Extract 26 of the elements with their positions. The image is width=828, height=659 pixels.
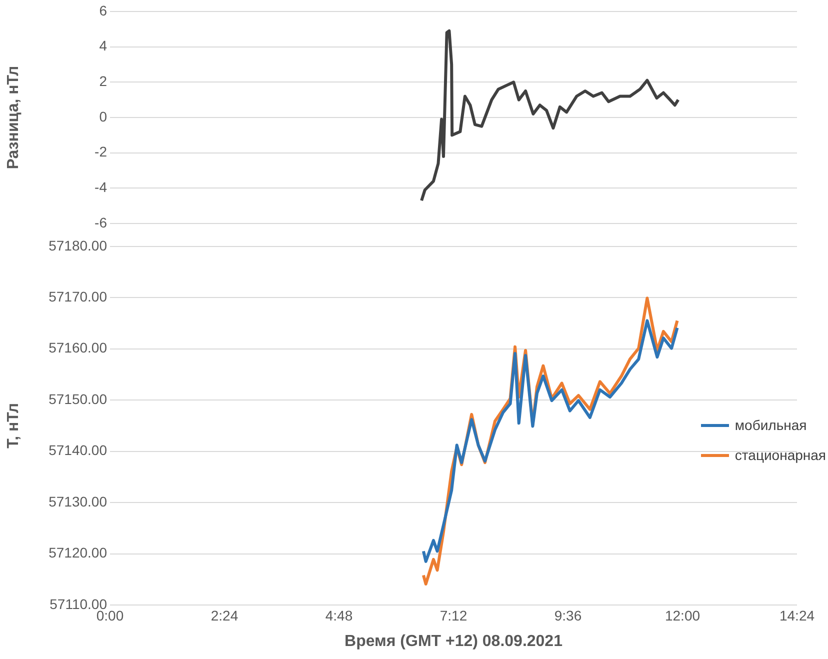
y-axis-title: Разница, нТл	[5, 66, 22, 170]
y-tick-label: 57120.00	[48, 544, 108, 561]
y-tick-label: 57140.00	[48, 442, 108, 458]
x-tick-label: 14:24	[779, 607, 815, 624]
x-tick-label: 9:36	[554, 607, 582, 624]
x-tick-label: 7:12	[440, 607, 468, 624]
y-tick-label: -2	[94, 144, 108, 160]
legend-label: стационарная	[734, 447, 826, 463]
y-tick-label: 57150.00	[48, 390, 108, 407]
x-tick-label: 4:48	[325, 607, 353, 624]
y-tick-label: 6	[99, 2, 108, 18]
y-tick-label: 4	[99, 38, 108, 54]
x-tick-label: 2:24	[210, 607, 238, 624]
legend-label: мобильная	[734, 417, 807, 433]
y-tick-label: -6	[94, 214, 108, 230]
x-tick-label: 12:00	[664, 607, 700, 624]
x-axis-title: Время (GMT +12) 08.09.2021	[344, 632, 563, 650]
y-tick-label: 57160.00	[48, 340, 108, 356]
y-tick-label: 57180.00	[48, 237, 108, 254]
y-tick-label: 2	[99, 72, 108, 89]
y-axis-title: T, нТл	[5, 402, 22, 448]
y-tick-label: -4	[94, 179, 108, 196]
y-tick-label: 57130.00	[48, 493, 108, 510]
y-tick-label: 57170.00	[48, 288, 108, 304]
y-tick-label: 57110.00	[50, 596, 108, 612]
y-tick-label: 0	[99, 108, 108, 124]
